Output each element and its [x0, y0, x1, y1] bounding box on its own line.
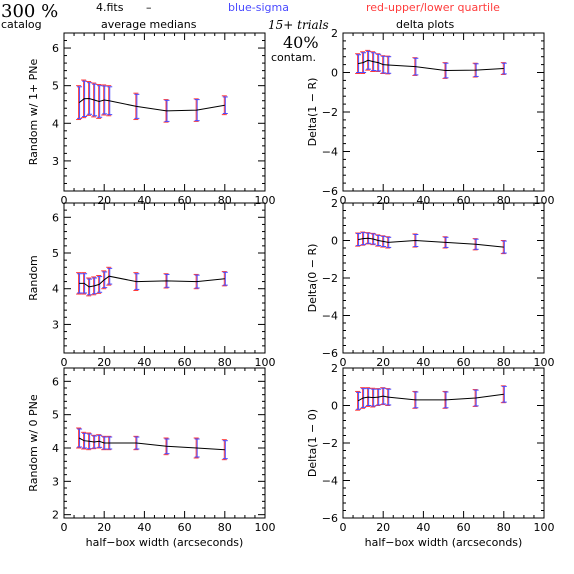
x-tick-label: 60 [457, 194, 471, 207]
y-tick-label: −6 [322, 185, 338, 198]
x-tick-label: 80 [218, 194, 232, 207]
x-tick-label: 40 [137, 521, 151, 534]
y-tick-label: 3 [52, 318, 59, 331]
y-tick-label: −2 [322, 272, 338, 285]
x-tick-label: 100 [255, 356, 276, 369]
x-tick-label: 20 [97, 356, 111, 369]
header-delta-title: delta plots [396, 18, 454, 31]
y-tick-label: 2 [331, 197, 338, 210]
x-tick-label: 40 [416, 194, 430, 207]
y-axis-label: Delta(1 − 0) [306, 409, 319, 477]
x-tick-label: 20 [376, 521, 390, 534]
x-tick-label: 20 [376, 194, 390, 207]
x-tick-label: 80 [497, 194, 511, 207]
y-tick-label: 5 [52, 409, 59, 422]
header-trials: 15+ trials [268, 18, 329, 32]
x-tick-label: 60 [178, 521, 192, 534]
y-tick-label: 3 [52, 475, 59, 488]
header-contam: contam. [271, 51, 316, 64]
median-line [78, 437, 225, 451]
x-tick-label: 0 [340, 521, 347, 534]
x-tick-label: 20 [376, 356, 390, 369]
median-line [358, 59, 504, 72]
x-tick-label: 40 [137, 356, 151, 369]
x-tick-label: 80 [497, 356, 511, 369]
header-percent: 300 % [1, 1, 58, 22]
x-tick-label: 100 [534, 356, 555, 369]
y-tick-label: 6 [52, 211, 59, 224]
x-tick-label: 0 [61, 194, 68, 207]
x-tick-label: 100 [534, 521, 555, 534]
y-tick-label: 2 [52, 509, 59, 522]
x-axis-label: half−box width (arcseconds) [365, 536, 523, 549]
y-tick-label: 3 [52, 155, 59, 168]
median-line [78, 97, 225, 112]
y-axis-label: Delta(1 − R) [306, 78, 319, 147]
y-tick-label: −2 [322, 437, 338, 450]
chart-right-bottom: 0 20 40 60 80 100 −6 −4 −2 0 2 Delta(1 − 0) half−box… [306, 362, 555, 549]
y-axis-label: Delta(0 − R) [306, 244, 319, 313]
x-tick-label: 40 [416, 521, 430, 534]
y-tick-label: −6 [322, 347, 338, 360]
y-axis-label: Random w/ 0 PNe [27, 394, 40, 492]
x-tick-label: 0 [61, 356, 68, 369]
y-tick-label: 4 [52, 442, 59, 455]
y-axis-label: Random w/ 1+ PNe [27, 58, 40, 165]
header-medians: average medians [101, 18, 197, 31]
median-line [79, 275, 225, 288]
y-axis-label: Random [27, 255, 40, 301]
x-tick-label: 20 [97, 521, 111, 534]
x-tick-label: 80 [497, 521, 511, 534]
x-tick-label: 100 [255, 521, 276, 534]
x-axis-label: half−box width (arcseconds) [86, 536, 244, 549]
header-catalog: catalog [1, 18, 42, 31]
y-tick-label: 6 [52, 42, 59, 55]
median-line [357, 393, 504, 402]
y-tick-label: 4 [52, 117, 59, 130]
x-tick-label: 0 [340, 194, 347, 207]
x-tick-label: 100 [534, 194, 555, 207]
x-tick-label: 40 [137, 194, 151, 207]
x-tick-label: 60 [457, 521, 471, 534]
y-tick-label: −6 [322, 512, 338, 525]
x-tick-label: 0 [340, 356, 347, 369]
x-tick-label: 80 [218, 521, 232, 534]
x-tick-label: 60 [178, 194, 192, 207]
y-tick-label: 2 [331, 362, 338, 375]
plot-frame [342, 202, 545, 354]
y-tick-label: 5 [52, 247, 59, 260]
header-quartile: red-upper/lower quartile [366, 1, 500, 14]
header-contam-pct: 40% [283, 33, 319, 52]
x-tick-label: 20 [97, 194, 111, 207]
y-tick-label: −4 [322, 475, 338, 488]
header-dash: – [146, 1, 152, 14]
y-tick-label: 4 [52, 283, 59, 296]
y-tick-label: 0 [331, 235, 338, 248]
chart-left-bottom: 0 20 40 60 80 100 2 3 4 5 6 Random w/ 0 PNe half−box… [27, 367, 276, 549]
y-tick-label: 0 [331, 67, 338, 80]
y-tick-label: 0 [331, 400, 338, 413]
chart-left-middle: 0 20 40 60 80 100 3 4 5 6 Random [27, 202, 276, 369]
x-tick-label: 60 [178, 356, 192, 369]
x-tick-label: 0 [61, 521, 68, 534]
median-line [358, 237, 504, 248]
y-tick-label: 6 [52, 375, 59, 388]
x-tick-label: 100 [255, 194, 276, 207]
chart-left-top: 0 20 40 60 80 100 3 4 5 6 Random w/ 1+ PNe [27, 32, 276, 207]
x-tick-label: 40 [416, 356, 430, 369]
header-fits: 4.fits [96, 1, 124, 14]
header-sigma: blue-sigma [228, 1, 289, 14]
x-tick-label: 60 [457, 356, 471, 369]
y-tick-label: −2 [322, 106, 338, 119]
y-tick-label: −4 [322, 146, 338, 159]
y-tick-label: 5 [52, 80, 59, 93]
y-tick-label: −4 [322, 310, 338, 323]
y-tick-label: 2 [331, 27, 338, 40]
x-tick-label: 80 [218, 356, 232, 369]
